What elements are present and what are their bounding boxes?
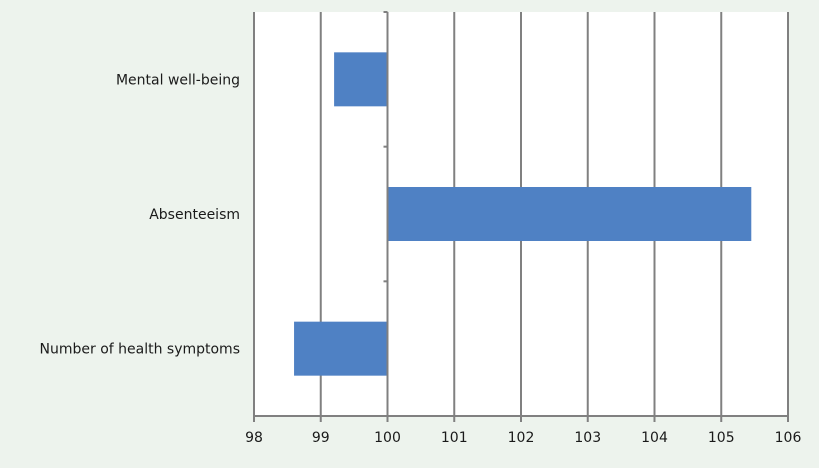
x-tick-label: 98	[245, 430, 263, 446]
x-tick-label: 100	[374, 430, 401, 446]
bar-mental-well-being	[334, 52, 388, 107]
y-tick-label: Absenteeism	[149, 207, 240, 223]
bars	[294, 52, 752, 376]
x-tick-label: 99	[312, 430, 330, 446]
y-tick-label: Mental well-being	[116, 72, 240, 88]
x-tick-labels: 98 99 100 101 102 103 104 105 106	[245, 430, 801, 446]
x-tick-label: 104	[641, 430, 668, 446]
x-tick-label: 101	[441, 430, 468, 446]
bar-absenteeism	[387, 187, 752, 241]
x-tick-label: 106	[775, 430, 802, 446]
bar-number-of-health-symptoms	[294, 321, 388, 376]
y-tick-labels: Mental well-being Absenteeism Number of he…	[40, 72, 241, 357]
axes	[254, 11, 788, 417]
x-tick-label: 105	[708, 430, 735, 446]
x-tick-label: 103	[574, 430, 601, 446]
y-tick-label: Number of health symptoms	[40, 342, 241, 358]
x-tick-label: 102	[508, 430, 535, 446]
